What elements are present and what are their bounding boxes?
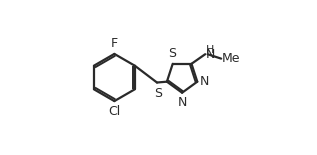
Text: S: S <box>168 47 176 60</box>
Text: Cl: Cl <box>108 105 120 118</box>
Text: Me: Me <box>222 52 240 65</box>
Text: N: N <box>200 75 210 88</box>
Text: N: N <box>178 96 187 109</box>
Text: H: H <box>206 45 214 55</box>
Text: S: S <box>154 87 162 100</box>
Text: N: N <box>206 48 215 61</box>
Text: F: F <box>111 37 118 50</box>
